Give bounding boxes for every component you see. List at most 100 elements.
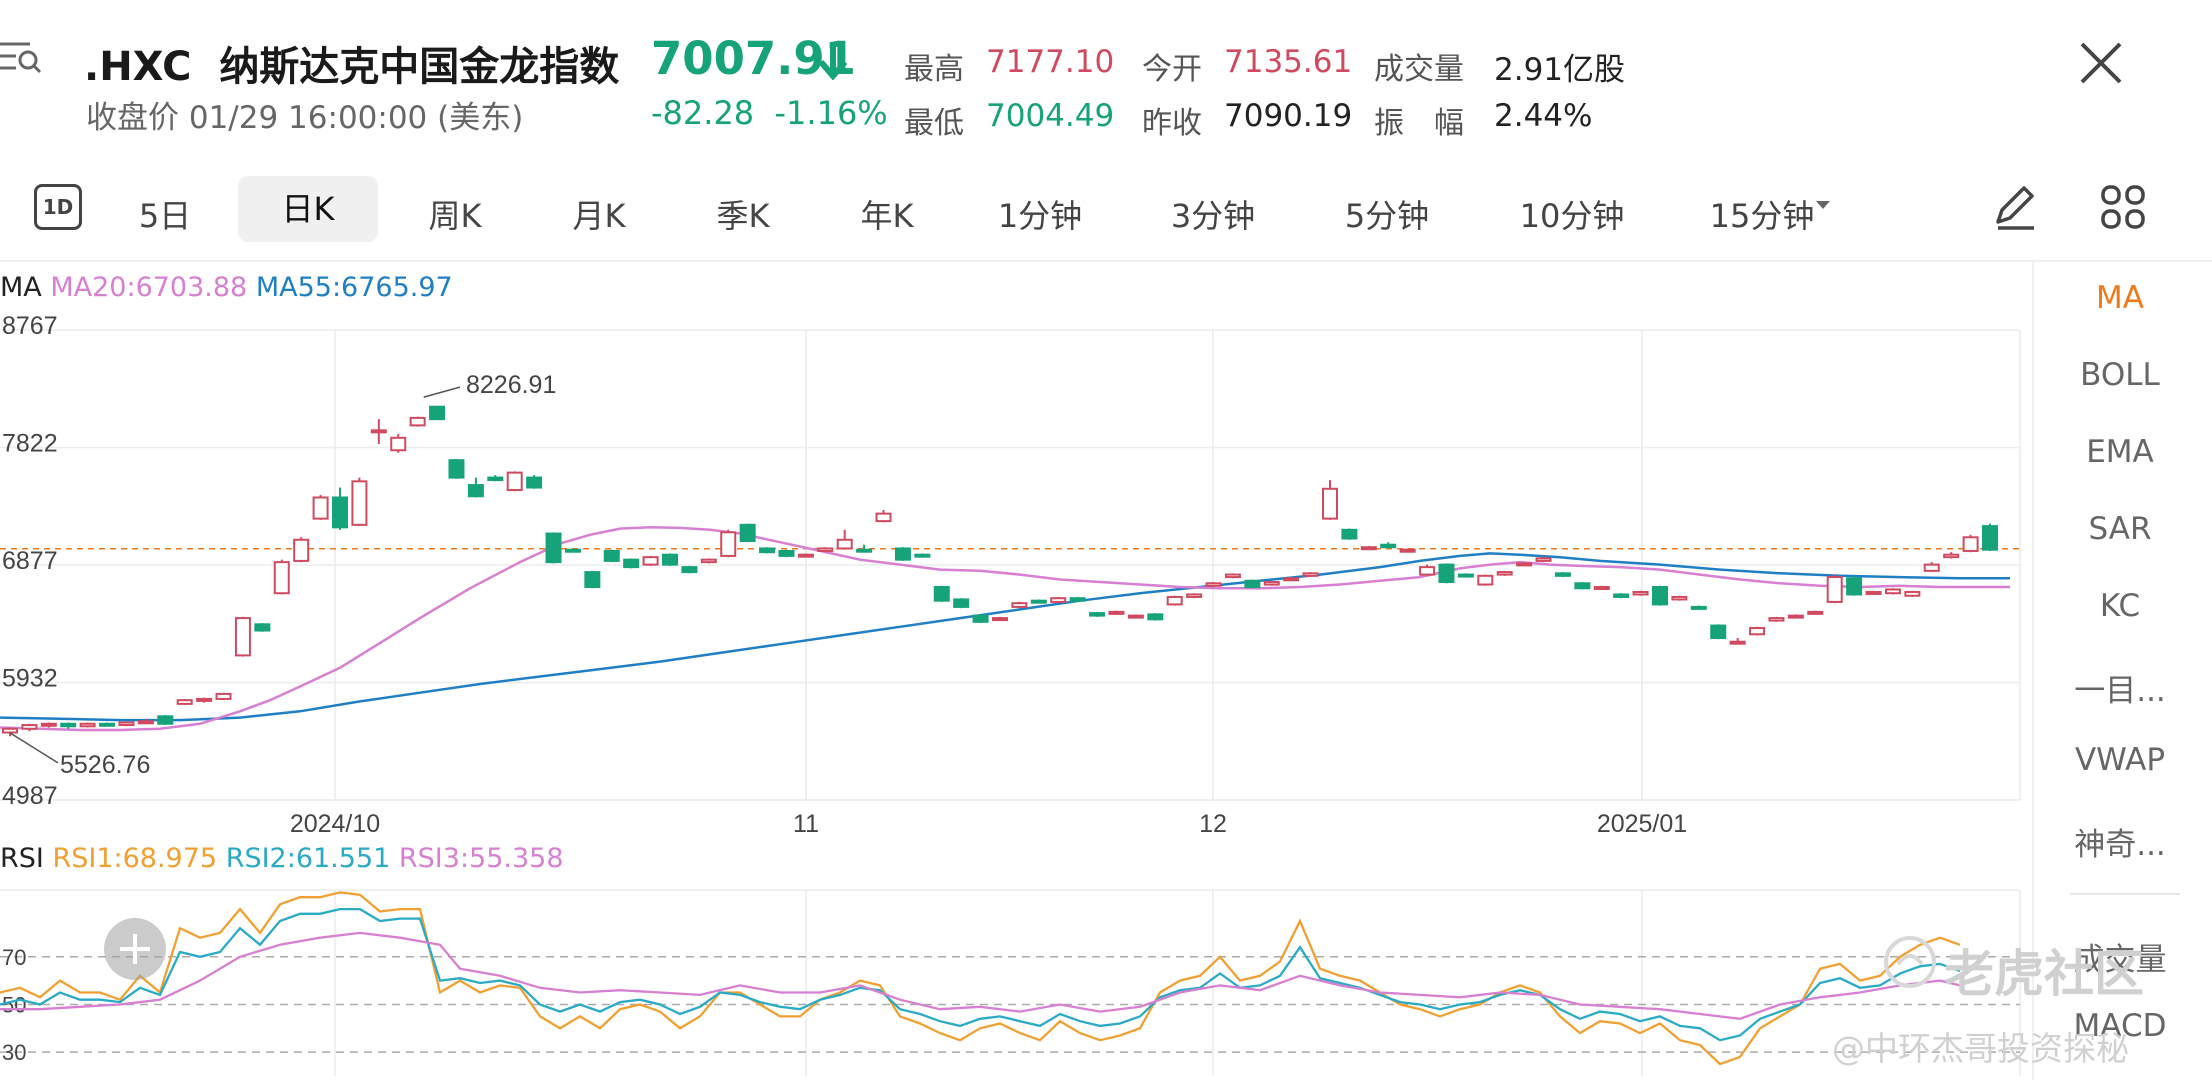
close-icon[interactable] bbox=[2078, 40, 2124, 86]
candle-down bbox=[254, 623, 271, 632]
candle-down bbox=[1341, 528, 1358, 540]
candle-up bbox=[836, 538, 853, 550]
close-datetime: 01/29 16:00:00 (美东) bbox=[188, 100, 524, 136]
rsi-tick-label: 50 bbox=[2, 992, 26, 1017]
tab-5-min[interactable]: 5分钟 bbox=[1344, 197, 1430, 235]
tab-5-day[interactable]: 5日 bbox=[138, 197, 192, 235]
menu-search-icon[interactable] bbox=[0, 40, 44, 76]
candle-up bbox=[642, 556, 659, 566]
candle-down bbox=[99, 722, 116, 727]
candle-down bbox=[487, 476, 504, 482]
candlestick-chart[interactable]: 8767 7822 6877 5932 4987 2024/10 11 12 2025/01 82… bbox=[0, 310, 2030, 840]
candle-up bbox=[1263, 581, 1280, 586]
open-label: 今开 bbox=[1142, 52, 1202, 87]
ma55-line bbox=[0, 552, 2010, 722]
candle-up bbox=[1671, 595, 1688, 601]
ma-legend-title: MA bbox=[0, 272, 42, 303]
candle-up bbox=[1729, 640, 1746, 645]
candle-up bbox=[1787, 614, 1804, 619]
candle-up bbox=[1516, 562, 1533, 567]
candle-up bbox=[21, 724, 38, 730]
candle-up bbox=[1962, 536, 1979, 552]
y-tick-label: 5932 bbox=[2, 665, 58, 693]
high-annotation-leader bbox=[423, 386, 461, 398]
candle-down bbox=[603, 549, 620, 562]
sidebar-item-ma[interactable]: MA bbox=[2096, 280, 2144, 316]
drawing-pen-icon[interactable] bbox=[1990, 182, 2040, 232]
candle-down bbox=[739, 523, 756, 543]
candle-up bbox=[1865, 590, 1882, 595]
candle-up bbox=[875, 512, 892, 523]
candle-down bbox=[914, 553, 931, 558]
candle-up bbox=[273, 561, 290, 595]
candle-down bbox=[1147, 613, 1164, 621]
amplitude-value: 2.44% bbox=[1494, 98, 1593, 134]
candle-down bbox=[60, 722, 77, 728]
tab-3-min[interactable]: 3分钟 bbox=[1170, 197, 1256, 235]
tab-15-min[interactable]: 15分钟 bbox=[1709, 197, 1815, 235]
candle-up bbox=[196, 697, 213, 702]
sidebar-item-sar[interactable]: SAR bbox=[2088, 511, 2152, 547]
sidebar-item-boll[interactable]: BOLL bbox=[2080, 357, 2160, 393]
candle-up bbox=[1360, 546, 1377, 551]
sidebar-item-macd[interactable]: MACD bbox=[2073, 1008, 2167, 1044]
candle-down bbox=[1457, 573, 1474, 578]
candle-up bbox=[1166, 595, 1183, 606]
candle-down bbox=[1613, 593, 1630, 598]
rsi-chart[interactable]: 70 50 30 bbox=[0, 880, 2030, 1080]
sidebar-item-ema[interactable]: EMA bbox=[2086, 434, 2154, 470]
candle-up bbox=[1302, 572, 1319, 577]
candle-up bbox=[1768, 617, 1785, 622]
candle-down bbox=[778, 549, 795, 557]
floating-add-button[interactable] bbox=[104, 918, 166, 980]
tab-1d-icon[interactable]: 1D bbox=[34, 184, 82, 230]
high-value: 7177.10 bbox=[986, 44, 1115, 80]
dropdown-triangle-icon[interactable] bbox=[1814, 198, 1832, 212]
candle-down bbox=[972, 614, 989, 623]
rsi-legend: RSI RSI1:68.975 RSI2:61.551 RSI3:55.358 bbox=[0, 843, 564, 874]
volume-label: 成交量 bbox=[1374, 52, 1464, 87]
candle-down bbox=[1244, 579, 1261, 589]
candle-up bbox=[1322, 487, 1338, 520]
sidebar-item-kc[interactable]: KC bbox=[2099, 588, 2141, 624]
candle-up bbox=[234, 617, 251, 657]
candle-up bbox=[1904, 590, 1921, 597]
candle-up bbox=[1205, 582, 1222, 587]
sidebar-item-ichimoku[interactable]: 一目... bbox=[2074, 673, 2166, 709]
tab-daily-k[interactable]: 日K bbox=[238, 176, 378, 242]
grid-layout-icon[interactable] bbox=[2100, 184, 2146, 230]
sidebar-item-magic[interactable]: 神奇... bbox=[2074, 827, 2166, 863]
low-label: 最低 bbox=[904, 106, 964, 141]
period-tab-bar: 1D 5日 日K 周K 月K 季K 年K 1分钟 3分钟 5分钟 10分钟 15… bbox=[0, 170, 2212, 262]
sidebar-item-volume[interactable]: 成交量 bbox=[2073, 942, 2167, 978]
candle-down bbox=[1710, 624, 1727, 639]
tab-10-min[interactable]: 10分钟 bbox=[1519, 197, 1625, 235]
candle-up bbox=[797, 553, 814, 558]
candle-down bbox=[157, 715, 174, 725]
candle-up bbox=[137, 720, 154, 725]
candle-down bbox=[429, 405, 446, 421]
candle-down bbox=[759, 547, 776, 554]
tab-quarterly-k[interactable]: 季K bbox=[716, 197, 770, 235]
candle-up bbox=[176, 699, 193, 705]
tab-weekly-k[interactable]: 周K bbox=[428, 197, 482, 235]
tab-monthly-k[interactable]: 月K bbox=[572, 197, 626, 235]
candle-down bbox=[332, 496, 348, 529]
prev-close-value: 7090.19 bbox=[1224, 98, 1353, 134]
ma-legend: MA MA20:6703.88 MA55:6765.97 bbox=[0, 272, 453, 303]
candle-up bbox=[1943, 553, 1960, 559]
sidebar-item-vwap[interactable]: VWAP bbox=[2074, 742, 2166, 778]
candle-up bbox=[215, 692, 232, 700]
tab-1-min[interactable]: 1分钟 bbox=[997, 197, 1083, 235]
tab-yearly-k[interactable]: 年K bbox=[860, 197, 914, 235]
rsi1-legend: RSI1:68.975 bbox=[52, 843, 218, 874]
candle-up bbox=[1224, 573, 1241, 579]
ma20-line bbox=[0, 526, 2010, 732]
x-tick-label: 2025/01 bbox=[1597, 810, 1687, 838]
high-label: 最高 bbox=[904, 52, 964, 87]
low-value: 7004.49 bbox=[986, 98, 1115, 134]
sidebar-divider bbox=[2032, 262, 2034, 1080]
candle-up bbox=[1807, 610, 1824, 615]
candle-down bbox=[1089, 612, 1106, 617]
candle-down bbox=[526, 476, 543, 489]
